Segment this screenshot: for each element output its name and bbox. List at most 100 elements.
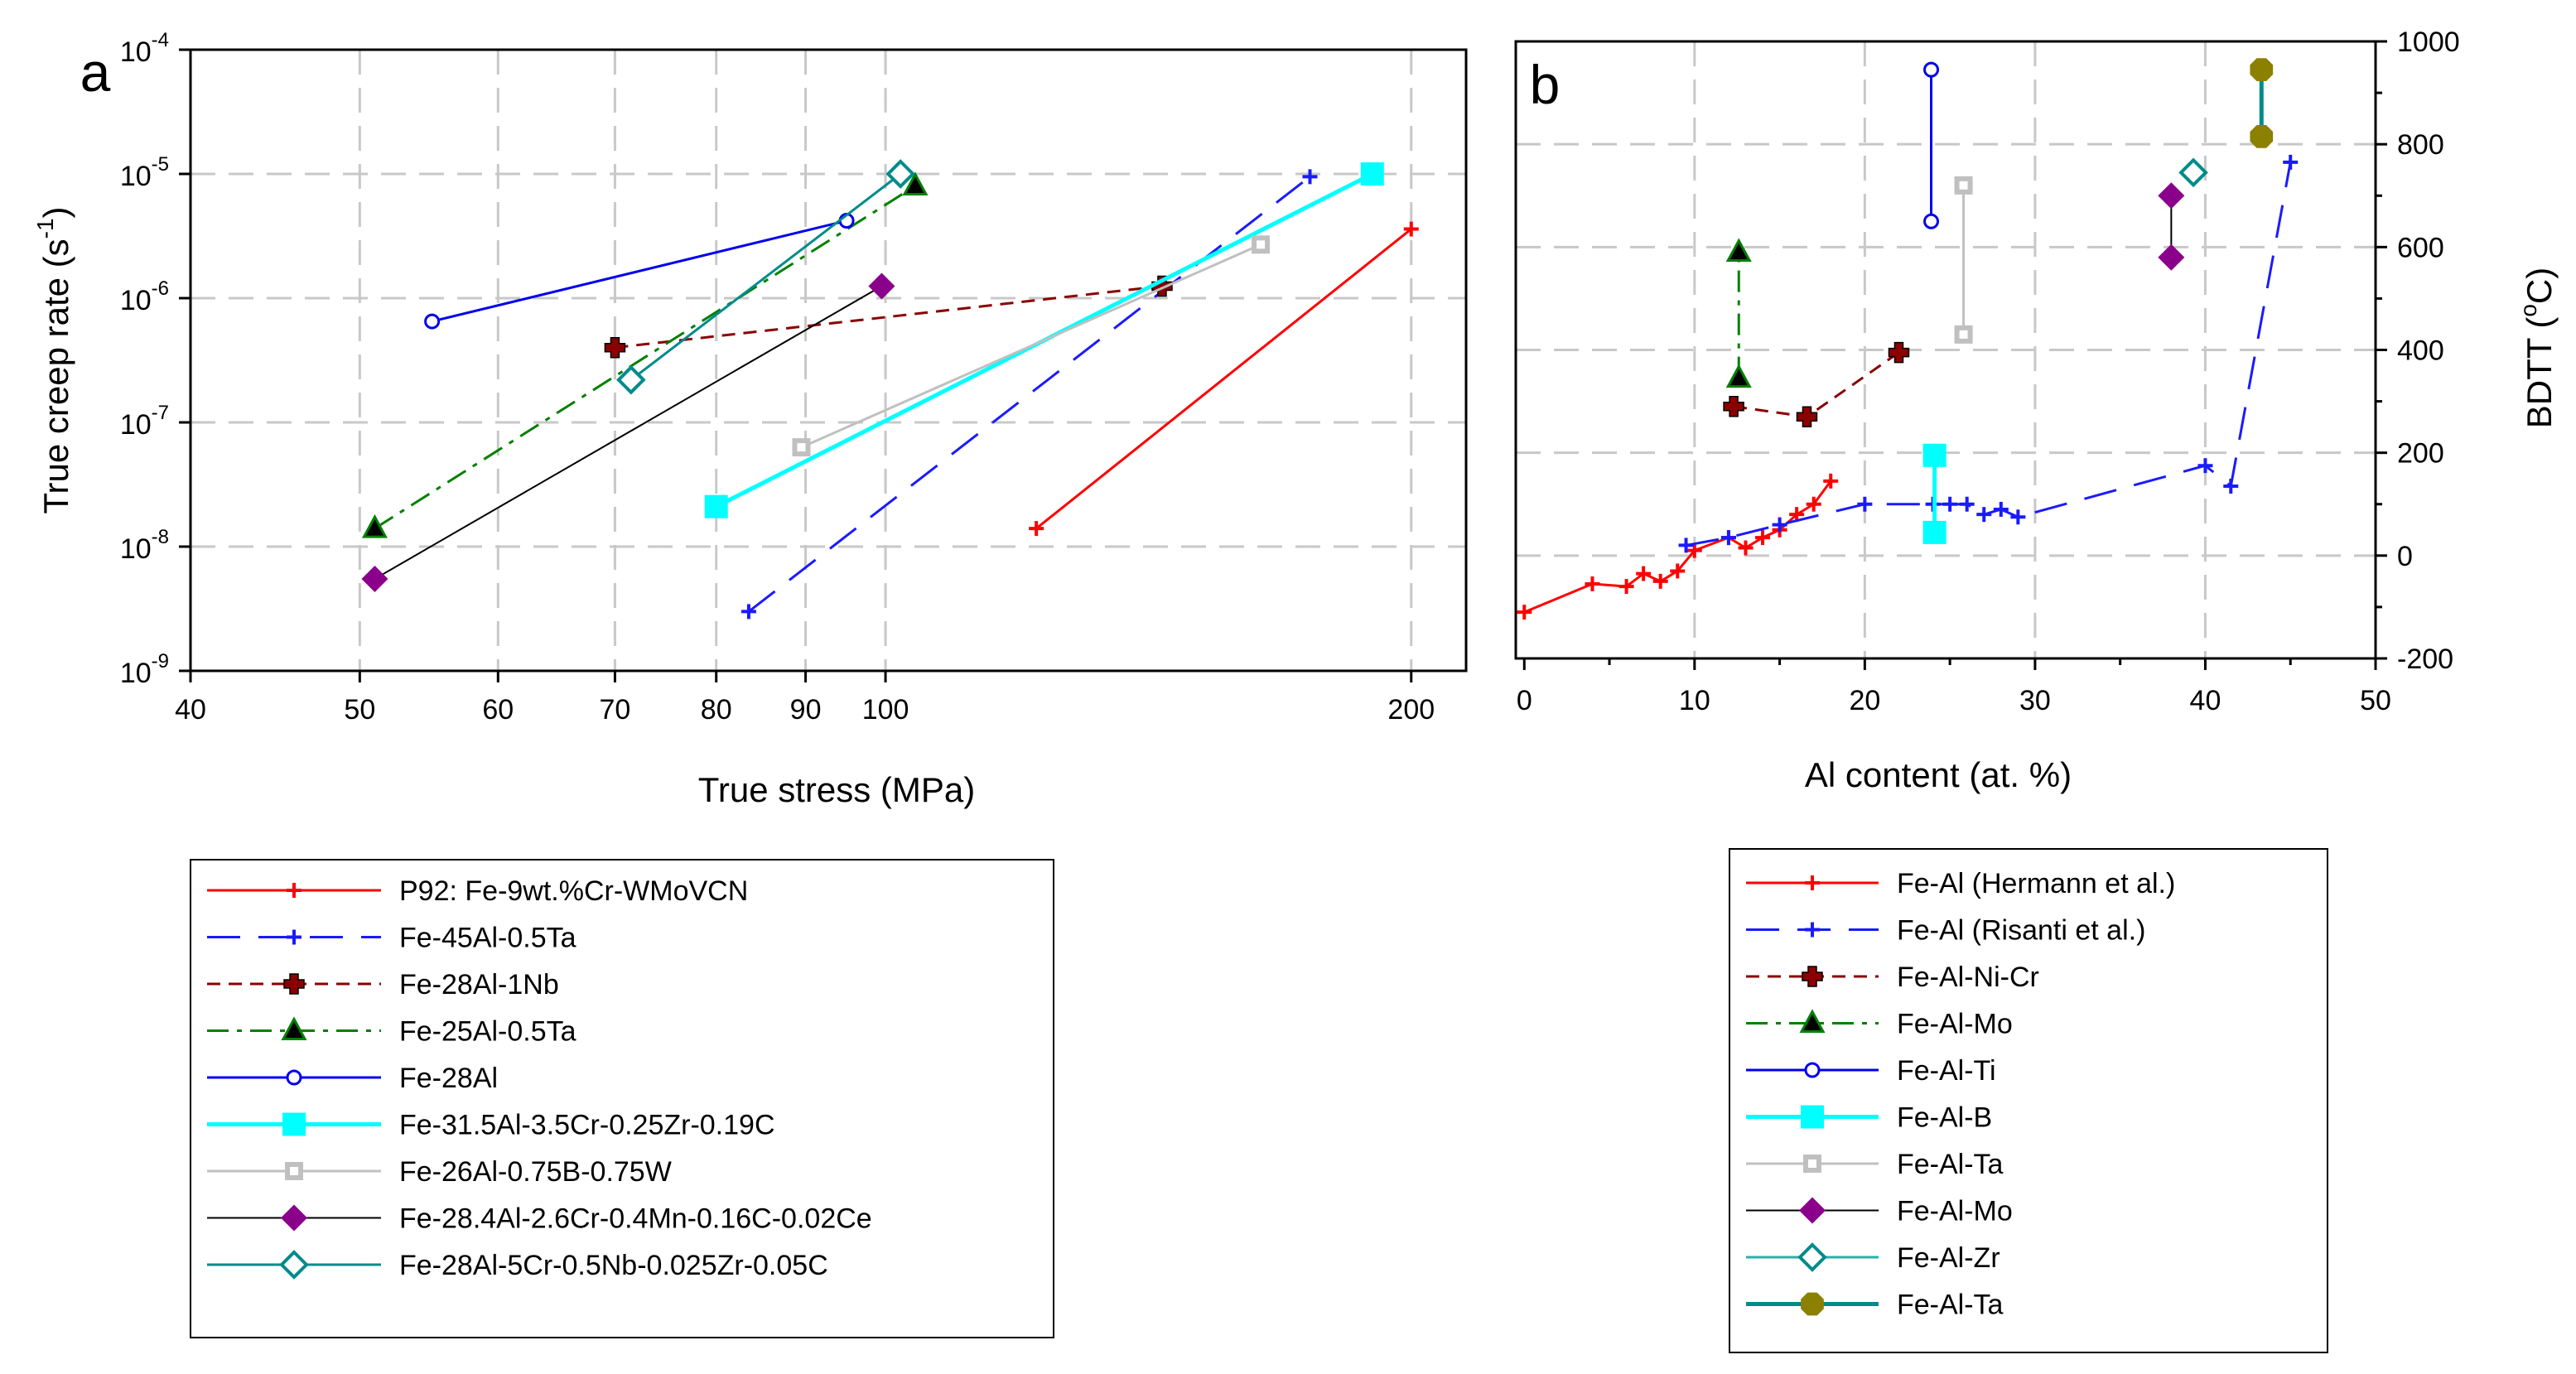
a-y-tick-label: 10-6 [120, 277, 169, 316]
a-plot-frame [189, 48, 1468, 673]
b-data-point [2197, 458, 2213, 474]
legend-label: Fe-Al-Mo [1897, 1196, 2013, 1227]
marker-square-shape [1801, 1105, 1824, 1129]
a-y-tick-exp: -7 [152, 402, 169, 424]
marker-square-shape [1922, 520, 1946, 544]
marker-cross-shape [1796, 406, 1818, 427]
b-y-tick-label: -200 [2397, 644, 2453, 675]
legend-label: Fe-Al (Hermann et al.) [1897, 868, 2175, 899]
marker-opensquare-inner [797, 443, 806, 452]
marker-cross-shape [283, 973, 305, 995]
a-x-tick-label: 50 [344, 694, 375, 726]
legend-marker [281, 1016, 307, 1040]
b-series-line-1 [1686, 162, 2292, 547]
b-data-point [1923, 61, 1940, 78]
a-x-tick-label: 70 [600, 694, 631, 726]
legend-a: P92: Fe-9wt.%Cr-WMoVCN Fe-45Al-0.5Ta Fe-28… [190, 859, 1054, 1338]
legend-label: Fe-31.5Al-3.5Cr-0.25Zr-0.19C [399, 1110, 775, 1141]
legend-label: Fe-26Al-0.75B-0.75W [399, 1156, 672, 1188]
b-y-tick-label: 1000 [2397, 27, 2460, 58]
a-y-title-end: ) [36, 206, 75, 218]
marker-circle-shape [424, 313, 441, 330]
b-data-point [1585, 576, 1600, 591]
b-y-title-end: C) [2520, 268, 2559, 304]
b-series-line-0 [1523, 480, 1832, 614]
legend-box [1729, 848, 2328, 1353]
a-y-tick-label: 10-9 [120, 650, 169, 689]
a-y-tick-base: 10 [120, 285, 152, 316]
b-series-line-2 [1733, 351, 1900, 418]
a-data-point [704, 494, 728, 518]
legend-marker [1805, 875, 1820, 890]
legend-marker [1803, 1155, 1821, 1173]
legend-marker [283, 973, 305, 995]
a-data-point [885, 159, 916, 189]
legend-marker [282, 1112, 306, 1136]
b-data-point [2158, 243, 2185, 271]
b-data-point [1888, 341, 1910, 364]
a-panel-letter: a [80, 41, 111, 103]
b-data-point [1723, 396, 1744, 417]
a-series-line-8 [630, 172, 902, 381]
b-data-point [2158, 182, 2185, 210]
b-y-tick-label: 600 [2397, 232, 2444, 263]
legend-label: Fe-45Al-0.5Ta [399, 923, 576, 954]
legend-label: Fe-Al-Ni-Cr [1897, 962, 2039, 993]
a-y-tick-label: 10-7 [120, 402, 169, 441]
a-y-tick-label: 10-4 [120, 29, 169, 68]
a-data-point [1403, 221, 1419, 237]
b-data-point [1976, 507, 1992, 523]
a-y-tick-base: 10 [120, 533, 152, 565]
legend-marker [287, 929, 301, 945]
b-data-point [1796, 406, 1818, 427]
b-x-tick-label: 20 [1849, 685, 1880, 716]
marker-opendiamond-shape [885, 159, 916, 189]
a-y-tick-exp: -9 [152, 650, 169, 673]
marker-octagon-shape [2250, 58, 2274, 82]
a-series-line-7 [374, 285, 882, 580]
b-data-point [1954, 176, 1973, 195]
b-data-point [2223, 479, 2239, 494]
a-x-tick-label: 90 [790, 694, 822, 726]
b-x-tick-label: 10 [1679, 685, 1710, 716]
a-y-tick-base: 10 [120, 409, 152, 441]
a-data-point [361, 513, 388, 538]
marker-cross-shape [1888, 341, 1910, 364]
legend-label: Fe-28Al-1Nb [399, 969, 559, 1000]
a-y-tick-exp: -6 [152, 277, 169, 300]
marker-opensquare-inner [1959, 181, 1968, 190]
marker-diamond-shape [2158, 182, 2185, 210]
b-data-point [2010, 509, 2026, 525]
marker-square-shape [1922, 443, 1946, 467]
a-x-tick-label: 60 [482, 694, 514, 726]
legend-marker [1799, 1197, 1826, 1224]
marker-octagon-shape [1801, 1292, 1824, 1316]
b-data-point [1618, 579, 1634, 595]
legend-marker [1802, 966, 1823, 987]
b-data-point [1922, 443, 1946, 467]
b-data-point [2250, 58, 2274, 82]
legend-label: Fe-Al (Risanti et al.) [1897, 915, 2145, 947]
a-y-axis-title: True creep rate (s-1) [32, 206, 75, 513]
a-y-tick-exp: -5 [152, 153, 169, 176]
marker-square-shape [282, 1112, 306, 1136]
a-data-point [616, 364, 646, 395]
a-data-point [740, 604, 756, 620]
a-y-tick-base: 10 [120, 36, 152, 68]
marker-opendiamond-shape [616, 364, 646, 395]
a-series-line-2 [615, 284, 1163, 350]
a-y-title-main: True creep rate (s [36, 239, 75, 513]
a-data-point [604, 336, 626, 359]
a-x-tick-label: 40 [175, 694, 206, 726]
b-data-point [1686, 542, 1702, 558]
a-y-tick-exp: -8 [152, 526, 169, 548]
marker-opensquare-inner [290, 1167, 298, 1175]
b-y-title-sup: o [2516, 304, 2541, 317]
marker-triangle-shape [902, 171, 929, 196]
marker-triangle-shape [281, 1016, 307, 1040]
marker-triangle-shape [1725, 364, 1752, 388]
a-series-line-1 [748, 176, 1311, 613]
legend-label: Fe-28Al-5Cr-0.5Nb-0.025Zr-0.05C [399, 1250, 828, 1281]
a-data-point [902, 171, 929, 196]
a-data-point [1029, 521, 1044, 537]
